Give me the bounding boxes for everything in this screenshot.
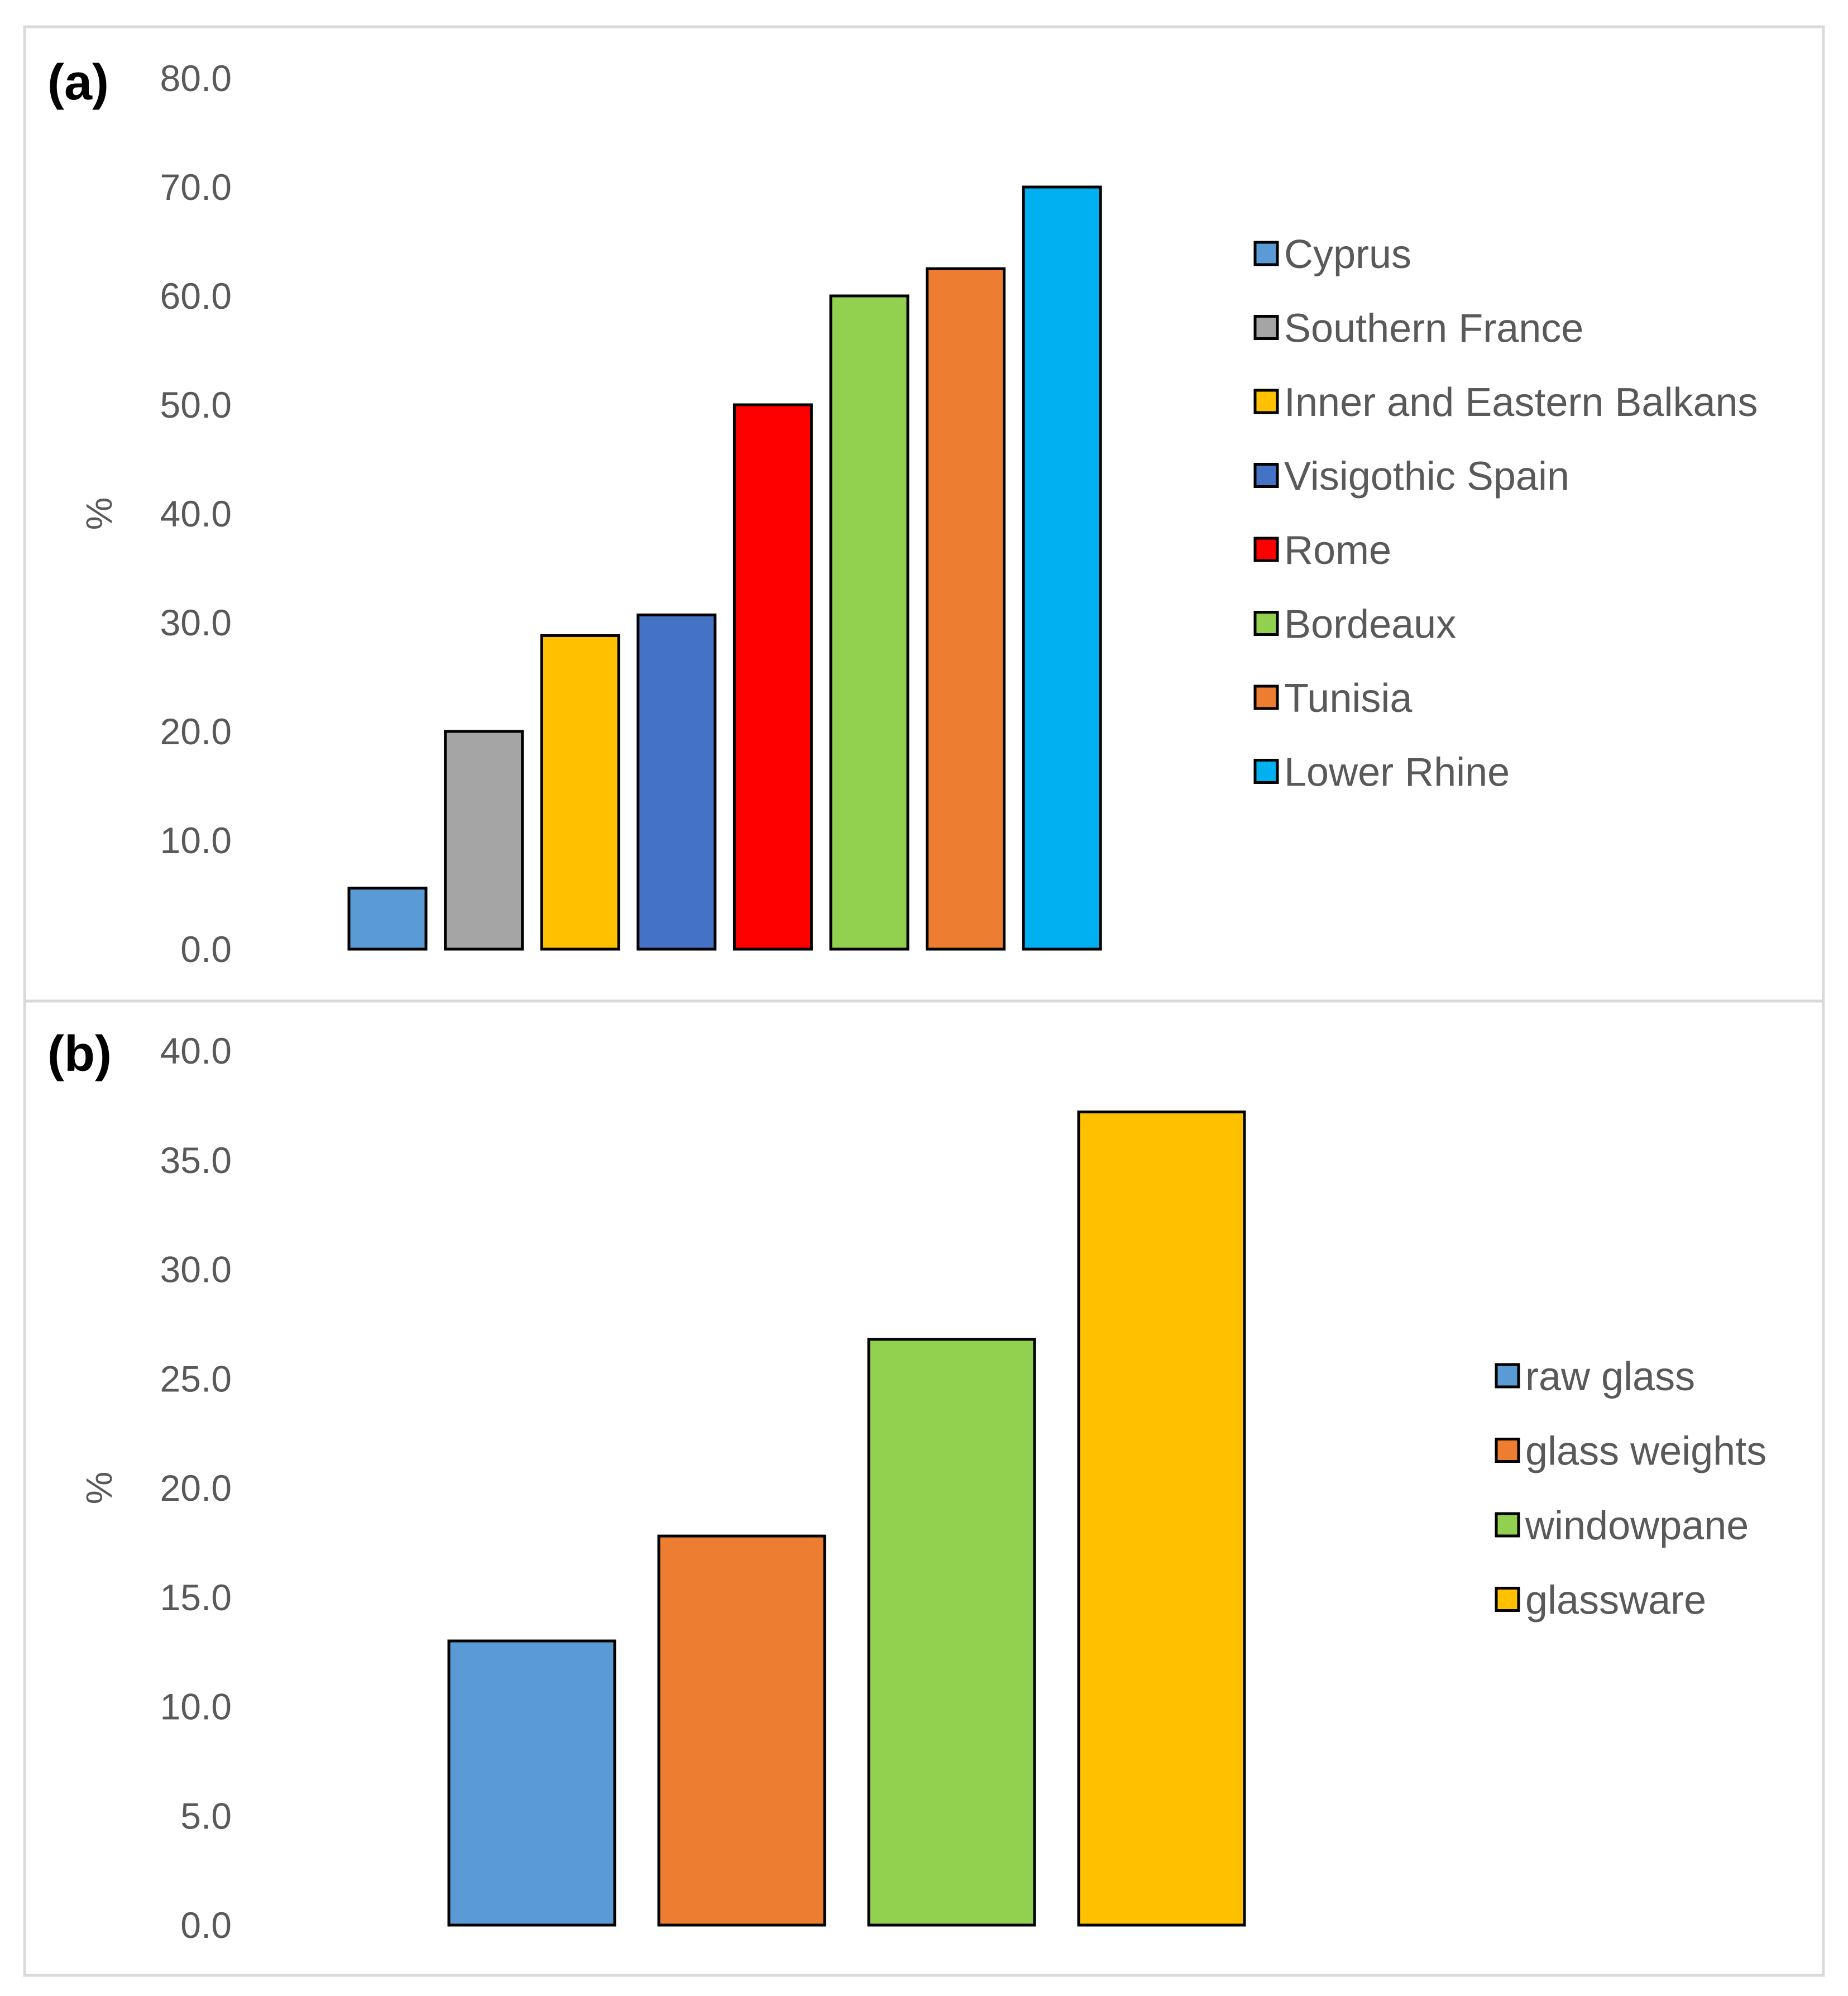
panel-a-bar-lower-rhine	[1022, 185, 1102, 951]
panel-a-label: (a)	[47, 55, 109, 111]
panel-a-bar-cyprus	[347, 887, 428, 951]
panel-b-legend-label: raw glass	[1525, 1354, 1695, 1399]
panel-b-ytick-label: 20.0	[160, 1467, 232, 1509]
panel-a-y-axis-label: %	[78, 497, 119, 530]
panel-b-bar-windowpane	[867, 1338, 1036, 1927]
panel-b-bar-glass-weights	[657, 1534, 826, 1927]
panel-a-legend-label: Inner and Eastern Balkans	[1284, 380, 1758, 425]
panel-b-legend-swatch	[1495, 1363, 1520, 1389]
panel-a-bar-rome	[733, 403, 813, 951]
panel-b-bar-glassware	[1077, 1111, 1246, 1927]
panel-b-ytick-label: 5.0	[180, 1795, 232, 1836]
panel-a-legend-swatch	[1253, 315, 1279, 340]
panel-a-ytick-label: 70.0	[160, 166, 232, 208]
panel-a-legend-swatch	[1253, 463, 1279, 488]
panel-b-ytick-label: 15.0	[160, 1577, 232, 1618]
panel-a-bar-tunisia	[926, 267, 1006, 951]
panel-a-ytick-label: 10.0	[160, 820, 232, 861]
panel-b-legend-label: glassware	[1525, 1578, 1706, 1623]
panel-a-legend-label: Visigothic Spain	[1284, 454, 1569, 499]
panel-b-legend-label: windowpane	[1525, 1504, 1749, 1548]
panel-a-ytick-label: 20.0	[160, 711, 232, 752]
panel-b-label: (b)	[47, 1026, 112, 1082]
panel-b-ytick-label: 10.0	[160, 1686, 232, 1727]
panel-a-legend-swatch	[1253, 241, 1279, 266]
panel-b-legend-swatch	[1495, 1438, 1520, 1463]
panel-a-ytick-label: 60.0	[160, 275, 232, 317]
panel-b-y-axis-label: %	[78, 1472, 119, 1505]
panel-a-legend-label: Cyprus	[1284, 232, 1411, 277]
panel-a-ytick-label: 80.0	[160, 58, 232, 99]
panel-b-ytick-label: 40.0	[160, 1030, 232, 1071]
panel-a-ytick-label: 50.0	[160, 384, 232, 425]
panel-b-ytick-label: 30.0	[160, 1249, 232, 1290]
panel-a-frame	[23, 25, 1825, 1003]
panel-a-bar-bordeaux	[829, 294, 909, 951]
panel-a-legend-swatch	[1253, 389, 1279, 414]
panel-b-ytick-label: 35.0	[160, 1140, 232, 1181]
panel-b-ytick-label: 0.0	[180, 1904, 232, 1946]
panel-b-legend-swatch	[1495, 1512, 1520, 1538]
panel-a-legend-swatch	[1253, 537, 1279, 562]
panel-a-ytick-label: 30.0	[160, 602, 232, 643]
panel-a-legend-label: Rome	[1284, 528, 1391, 573]
panel-a-legend-label: Lower Rhine	[1284, 750, 1510, 795]
panel-a-legend-label: Southern France	[1284, 307, 1583, 351]
panel-b-ytick-label: 25.0	[160, 1358, 232, 1399]
panel-a-legend-swatch	[1253, 759, 1279, 784]
panel-a-ytick-label: 40.0	[160, 493, 232, 534]
panel-b-legend-label: glass weights	[1525, 1429, 1766, 1474]
panel-a-ytick-label: 0.0	[180, 928, 232, 970]
panel-a-legend-swatch	[1253, 611, 1279, 636]
panel-a-legend-swatch	[1253, 685, 1279, 710]
panel-a-legend-label: Bordeaux	[1284, 602, 1456, 647]
panel-b-bar-raw-glass	[447, 1639, 616, 1927]
panel-b-legend-swatch	[1495, 1587, 1520, 1612]
panel-a-legend-label: Tunisia	[1284, 676, 1413, 721]
panel-a-bar-inner-and-eastern-balkans	[540, 634, 620, 951]
panel-a-bar-southern-france	[444, 730, 524, 951]
panel-a-bar-visigothic-spain	[636, 613, 717, 951]
